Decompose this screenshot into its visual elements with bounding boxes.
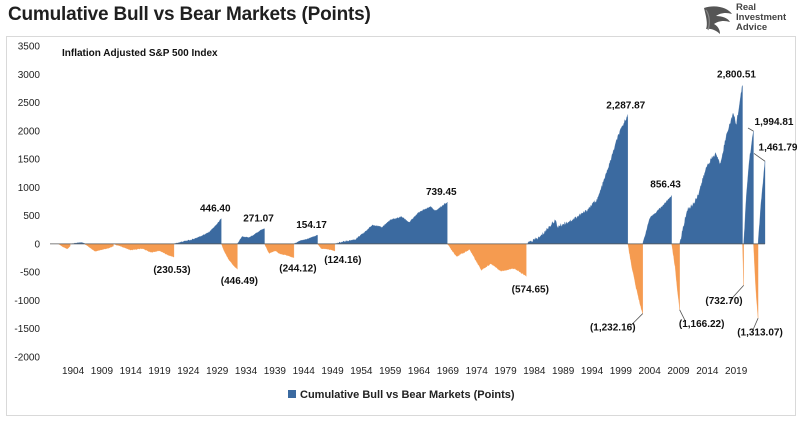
y-axis: -2000 -1500 -1000 -500 0 500 1000 1500 2000 2500 3… xyxy=(14,42,40,364)
label-leader-line xyxy=(753,153,766,162)
bear-market-area xyxy=(264,243,295,258)
data-label: (1,232.16) xyxy=(590,323,636,334)
x-tick-label: 2019 xyxy=(725,366,748,377)
x-tick-label: 1934 xyxy=(235,366,258,377)
data-label: 2,800.51 xyxy=(717,70,756,81)
x-tick-label: 1984 xyxy=(523,366,546,377)
y-tick-label: 1500 xyxy=(18,155,41,166)
data-label: 856.43 xyxy=(650,179,681,190)
bull-market-area xyxy=(743,131,754,245)
bull-market-area xyxy=(526,114,628,245)
bear-market-area xyxy=(671,243,680,310)
logo-line-1: Real xyxy=(736,2,757,13)
legend-label: Cumulative Bull vs Bear Markets (Points) xyxy=(300,389,515,401)
x-tick-label: 1959 xyxy=(379,366,402,377)
data-label: 739.45 xyxy=(426,187,457,198)
legend: Cumulative Bull vs Bear Markets (Points) xyxy=(288,389,515,401)
bull-market-area xyxy=(237,228,265,245)
data-label: 154.17 xyxy=(296,220,327,231)
data-label: 271.07 xyxy=(243,214,274,225)
label-leader-line xyxy=(679,309,687,323)
y-tick-label: 3000 xyxy=(18,70,41,81)
y-tick-label: -1000 xyxy=(14,296,40,307)
y-tick-label: 2000 xyxy=(18,126,41,137)
data-label: (124.16) xyxy=(324,255,361,266)
x-tick-label: 1969 xyxy=(437,366,460,377)
bull-market-area xyxy=(293,234,318,245)
data-label: 446.40 xyxy=(200,204,231,215)
bear-market-area xyxy=(742,243,744,286)
label-leader-line xyxy=(630,313,644,326)
data-label: 1,994.81 xyxy=(755,117,794,128)
y-tick-label: 500 xyxy=(23,211,40,222)
area-series xyxy=(58,85,766,319)
x-tick-label: 1954 xyxy=(350,366,373,377)
x-tick-label: 1989 xyxy=(552,366,575,377)
label-leader-line xyxy=(747,127,754,132)
x-tick-label: 1904 xyxy=(62,366,85,377)
x-tick-label: 1949 xyxy=(321,366,344,377)
logo-line-3: Advice xyxy=(736,22,768,33)
data-label: (230.53) xyxy=(153,265,190,276)
bear-market-area xyxy=(627,243,643,314)
y-tick-label: -1500 xyxy=(14,324,40,335)
bear-market-area xyxy=(113,243,175,258)
x-tick-label: 1974 xyxy=(466,366,489,377)
x-tick-label: 2014 xyxy=(696,366,719,377)
bull-market-area xyxy=(757,161,766,245)
data-label: (1,166.22) xyxy=(679,319,725,330)
bear-market-area xyxy=(447,243,527,277)
data-label: (446.49) xyxy=(221,276,258,287)
x-axis: 1904 1909 1914 1919 1924 1929 1934 1939 1944 1949… xyxy=(62,366,748,377)
x-tick-label: 1929 xyxy=(206,366,229,377)
data-label: 2,287.87 xyxy=(606,101,645,112)
y-tick-label: 3500 xyxy=(18,42,41,53)
bear-market-area xyxy=(58,243,71,249)
y-tick-label: 2500 xyxy=(18,98,41,109)
data-label: 1,461.79 xyxy=(759,143,798,154)
x-tick-label: 2004 xyxy=(639,366,662,377)
bull-market-area xyxy=(334,202,448,245)
x-tick-label: 1979 xyxy=(494,366,517,377)
bear-market-area xyxy=(84,243,114,252)
x-tick-label: 1919 xyxy=(148,366,171,377)
bull-market-area xyxy=(679,85,743,245)
bull-market-area xyxy=(642,195,672,245)
bear-market-area xyxy=(753,243,759,319)
y-tick-label: -500 xyxy=(20,268,40,279)
chart-subtitle: Inflation Adjusted S&P 500 Index xyxy=(62,48,218,59)
x-tick-label: 1909 xyxy=(91,366,114,377)
y-tick-label: -2000 xyxy=(14,353,40,364)
logo-line-2: Investment xyxy=(736,12,787,23)
x-tick-label: 1924 xyxy=(177,366,200,377)
eagle-icon xyxy=(704,6,732,34)
bear-market-area xyxy=(220,243,238,270)
legend-swatch xyxy=(288,390,296,398)
label-leader-line xyxy=(751,317,759,333)
x-tick-label: 1994 xyxy=(581,366,604,377)
data-label: (244.12) xyxy=(279,264,316,275)
data-label: (1,313.07) xyxy=(737,328,783,339)
x-tick-label: 1964 xyxy=(408,366,431,377)
data-label: (574.65) xyxy=(512,284,549,295)
y-tick-label: 1000 xyxy=(18,183,41,194)
x-tick-label: 1999 xyxy=(610,366,633,377)
y-tick-label: 0 xyxy=(34,239,40,250)
brand-logo-text: Real Investment Advice xyxy=(736,3,786,33)
data-labels: (230.53) 446.40 (446.49) 271.07 (244.12) 154.… xyxy=(153,70,798,339)
label-leader-line xyxy=(729,285,744,301)
x-tick-label: 2009 xyxy=(667,366,690,377)
x-tick-label: 1939 xyxy=(264,366,287,377)
chart-frame xyxy=(6,36,796,416)
bull-market-area xyxy=(173,218,222,245)
bear-market-area xyxy=(317,243,335,252)
x-tick-label: 1944 xyxy=(293,366,316,377)
data-label: (732.70) xyxy=(705,296,742,307)
x-tick-label: 1914 xyxy=(120,366,143,377)
chart-title: Cumulative Bull vs Bear Markets (Points) xyxy=(8,4,371,25)
